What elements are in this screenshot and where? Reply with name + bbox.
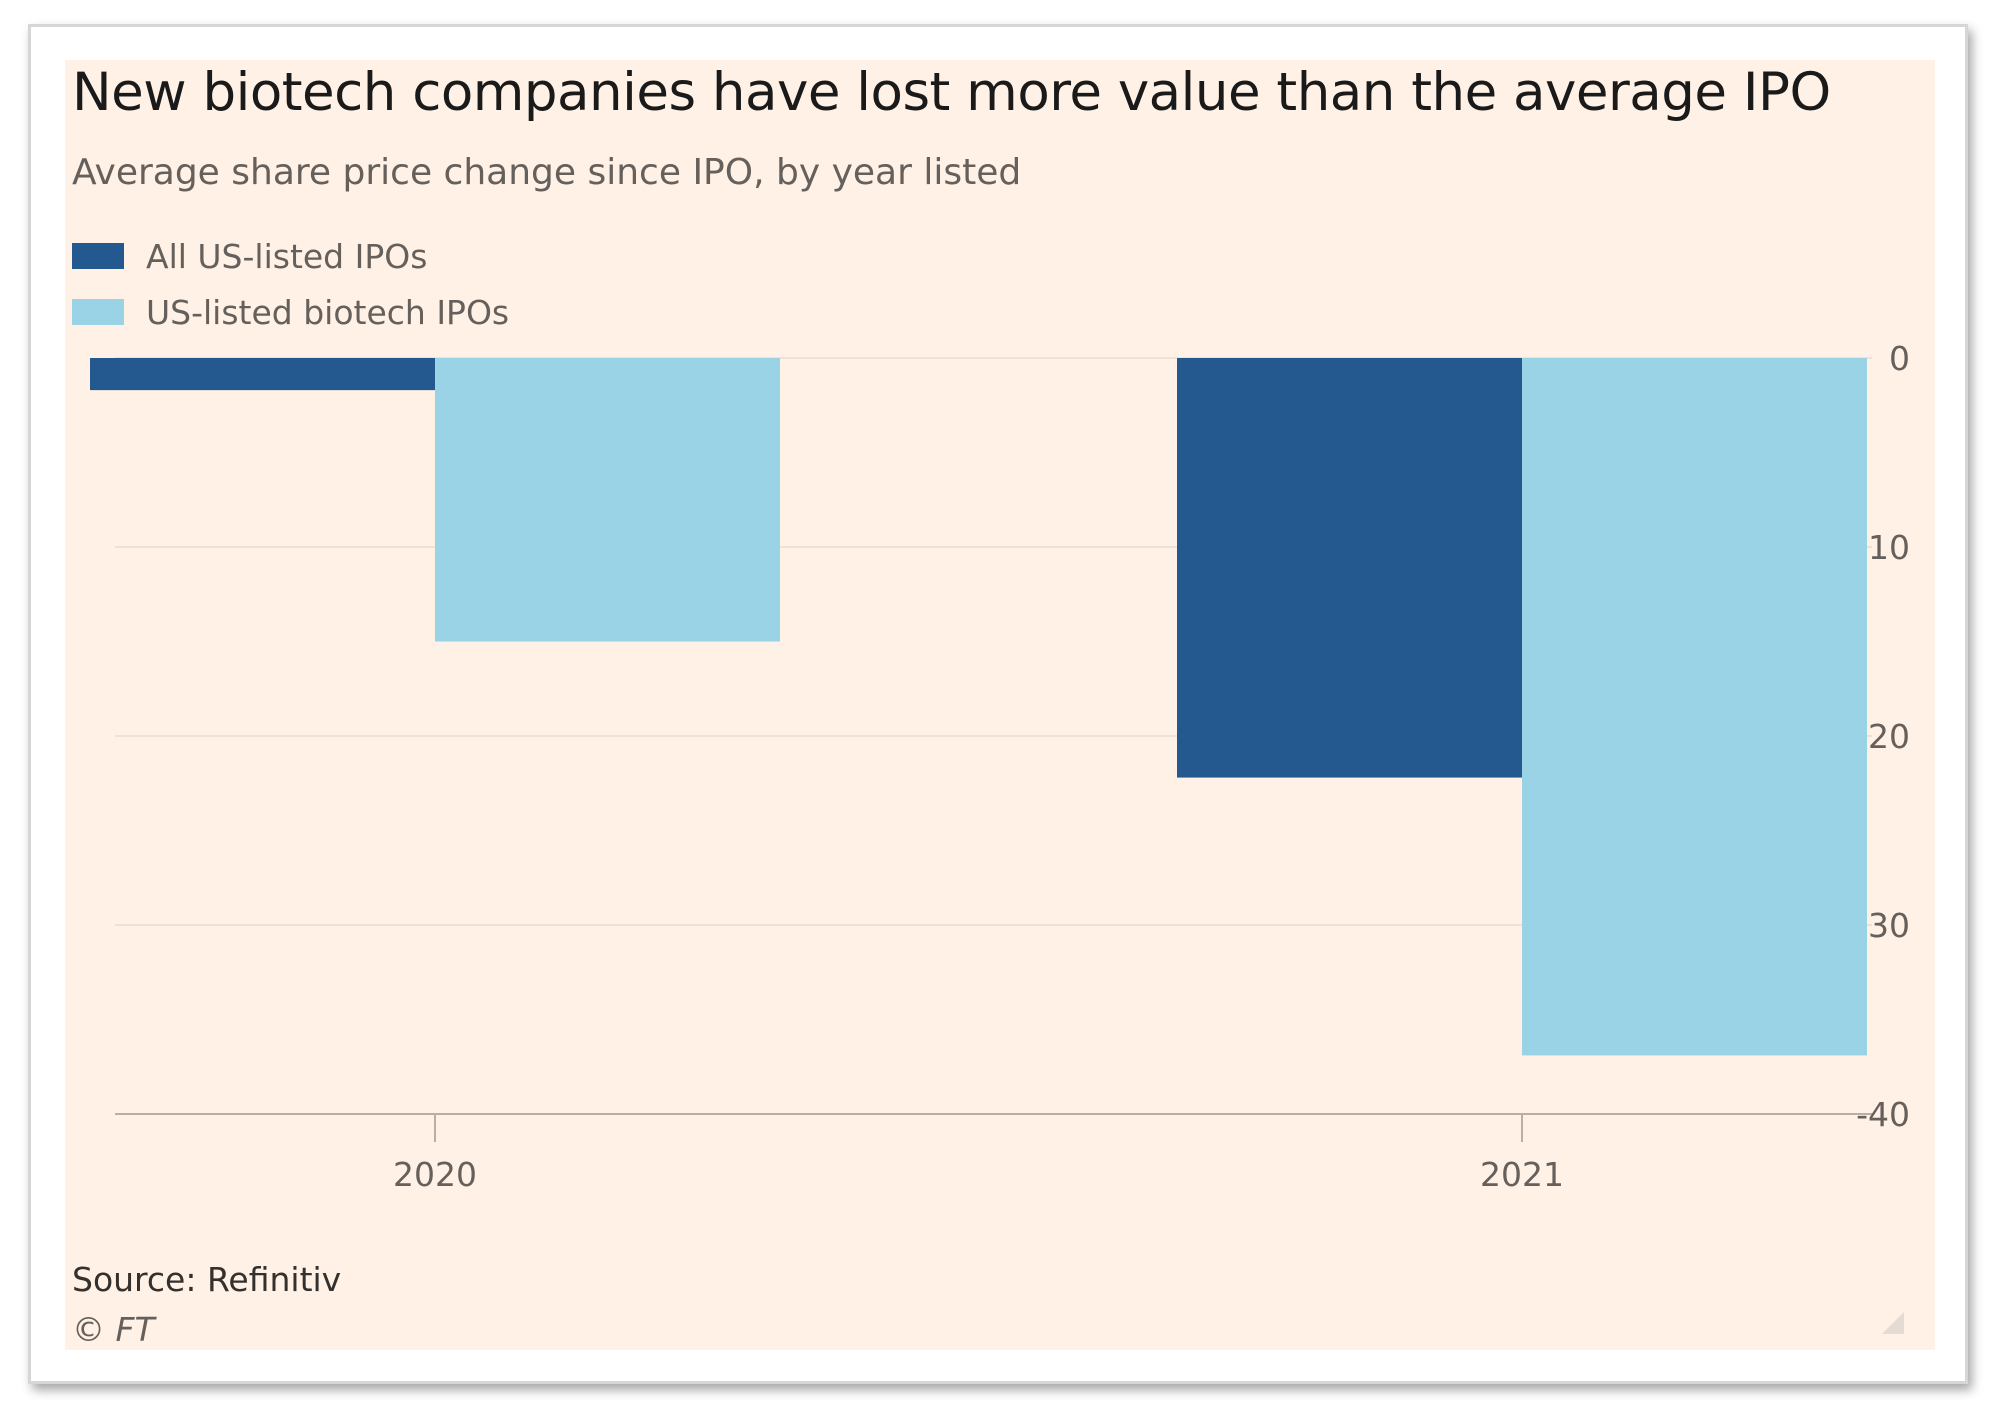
legend-swatch-biotech-ipos	[72, 299, 124, 325]
legend-swatch-all-ipos	[72, 243, 124, 269]
bar-2021-series-0	[1177, 358, 1522, 778]
resize-corner	[1882, 1312, 1904, 1334]
bar-2020-series-0	[90, 358, 435, 391]
legend-label-biotech-ipos: US-listed biotech IPOs	[146, 292, 510, 332]
y-tick-label-2: 20	[1868, 717, 1910, 756]
legend-item-all-ipos: All US-listed IPOs	[72, 236, 427, 276]
copyright-note: © FT	[72, 1310, 155, 1349]
y-tick-label-0: 0	[1889, 339, 1910, 378]
x-tick-label-2020: 2020	[393, 1155, 477, 1194]
y-tick-label-4: -40	[1856, 1095, 1910, 1134]
x-tick-label-2021: 2021	[1480, 1155, 1564, 1194]
y-tick-label-3: 30	[1868, 906, 1910, 945]
bar-2020-series-1	[435, 358, 780, 642]
y-tick-label-1: 10	[1868, 528, 1910, 567]
chart-title: New biotech companies have lost more val…	[72, 62, 1831, 123]
legend-item-biotech-ipos: US-listed biotech IPOs	[72, 292, 509, 332]
chart-subtitle: Average share price change since IPO, by…	[72, 152, 1022, 193]
source-note: Source: Refinitiv	[72, 1260, 342, 1299]
legend-label-all-ipos: All US-listed IPOs	[146, 236, 428, 276]
bar-2021-series-1	[1522, 358, 1867, 1056]
